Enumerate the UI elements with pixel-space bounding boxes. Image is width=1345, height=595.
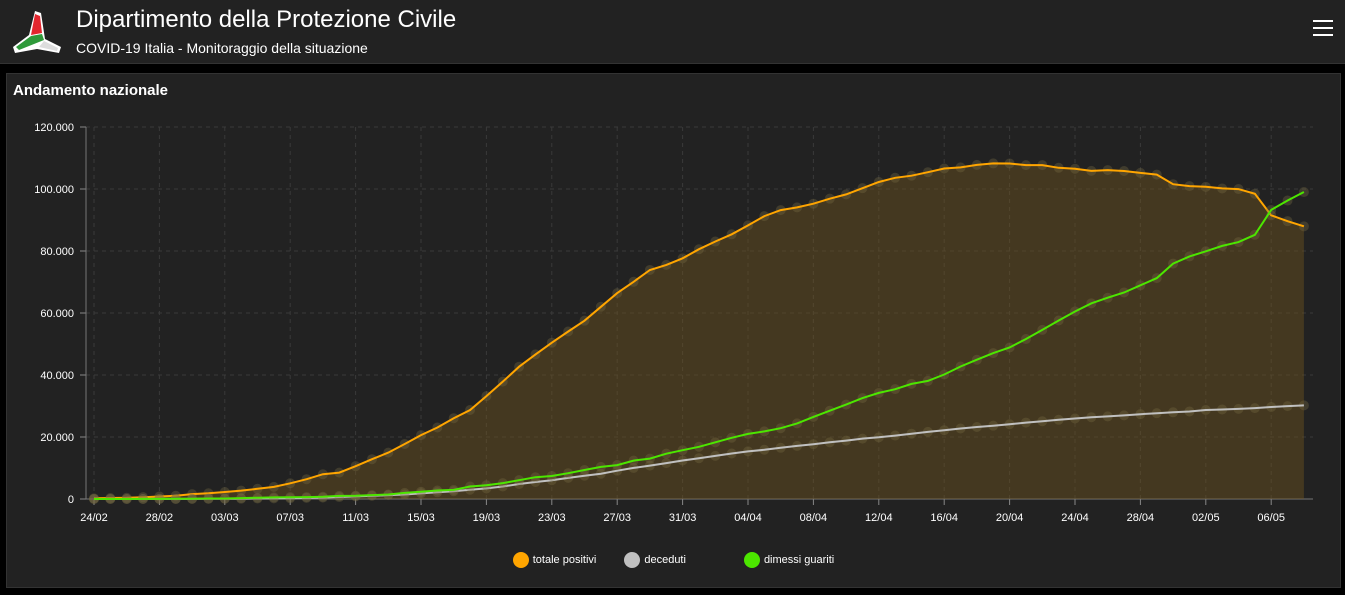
hamburger-menu-icon[interactable] <box>1313 20 1333 38</box>
x-tick-label: 27/03 <box>603 512 631 524</box>
x-tick-label: 11/03 <box>342 512 369 524</box>
x-tick-label: 07/03 <box>276 512 304 524</box>
y-tick-label: 120.000 <box>34 122 74 134</box>
x-tick-label: 24/04 <box>1061 512 1089 524</box>
legend-item-totale-positivi[interactable]: totale positivi <box>512 552 597 568</box>
line-chart: 0 20.000 40.000 60.000 80.000 100.000 120.000 2… <box>34 122 1313 524</box>
x-tick-label: 31/03 <box>669 512 697 524</box>
legend-item-deceduti[interactable]: deceduti <box>624 552 686 568</box>
y-tick-label: 20.000 <box>40 432 74 444</box>
x-tick-label: 12/04 <box>865 512 893 524</box>
y-tick-label: 100.000 <box>34 184 74 196</box>
app-subtitle: COVID-19 Italia - Monitoraggio della sit… <box>76 40 368 56</box>
app-header: Dipartimento della Protezione Civile COV… <box>0 0 1345 64</box>
legend-item-dimessi-guariti[interactable]: dimessi guariti <box>743 552 835 568</box>
y-tick-label: 0 <box>68 494 74 506</box>
x-tick-label: 06/05 <box>1257 512 1285 524</box>
series-line-dimessi-guariti <box>94 191 1305 500</box>
legend-label: totale positivi <box>532 554 597 566</box>
series-line-totale-positivi <box>93 162 1305 500</box>
x-tick-label: 24/02 <box>80 512 108 524</box>
legend-marker-icon <box>743 552 760 568</box>
x-tick-label: 20/04 <box>996 512 1024 524</box>
x-tick-label: 28/02 <box>146 512 174 524</box>
x-tick-label: 28/04 <box>1127 512 1155 524</box>
chart-panel: Andamento nazionale 0 20.000 40.000 60.000 8… <box>6 73 1341 588</box>
x-tick-label: 15/03 <box>407 512 435 524</box>
x-tick-label: 08/04 <box>800 512 828 524</box>
x-tick-label: 04/04 <box>734 512 762 524</box>
panel-title: Andamento nazionale <box>13 82 169 99</box>
y-tick-label: 40.000 <box>40 370 74 382</box>
data-point-totale-positivi <box>1298 221 1309 232</box>
y-tick-label: 80.000 <box>40 246 74 258</box>
chart-legend: totale positivi deceduti dimessi guariti <box>7 552 1340 568</box>
x-tick-label: 23/03 <box>538 512 566 524</box>
data-point-deceduti <box>1298 400 1309 411</box>
y-tick-label: 60.000 <box>40 308 74 320</box>
app-title: Dipartimento della Protezione Civile <box>76 6 457 33</box>
x-tick-label: 19/03 <box>473 512 501 524</box>
x-tick-label: 16/04 <box>930 512 958 524</box>
legend-label: deceduti <box>644 554 686 566</box>
legend-marker-icon <box>624 552 641 568</box>
legend-marker-icon <box>512 552 529 568</box>
area-totale-positivi <box>94 163 1304 499</box>
x-tick-label: 03/03 <box>211 512 239 524</box>
protezione-civile-logo <box>13 11 61 53</box>
legend-label: dimessi guariti <box>763 554 835 566</box>
x-tick-label: 02/05 <box>1192 512 1220 524</box>
